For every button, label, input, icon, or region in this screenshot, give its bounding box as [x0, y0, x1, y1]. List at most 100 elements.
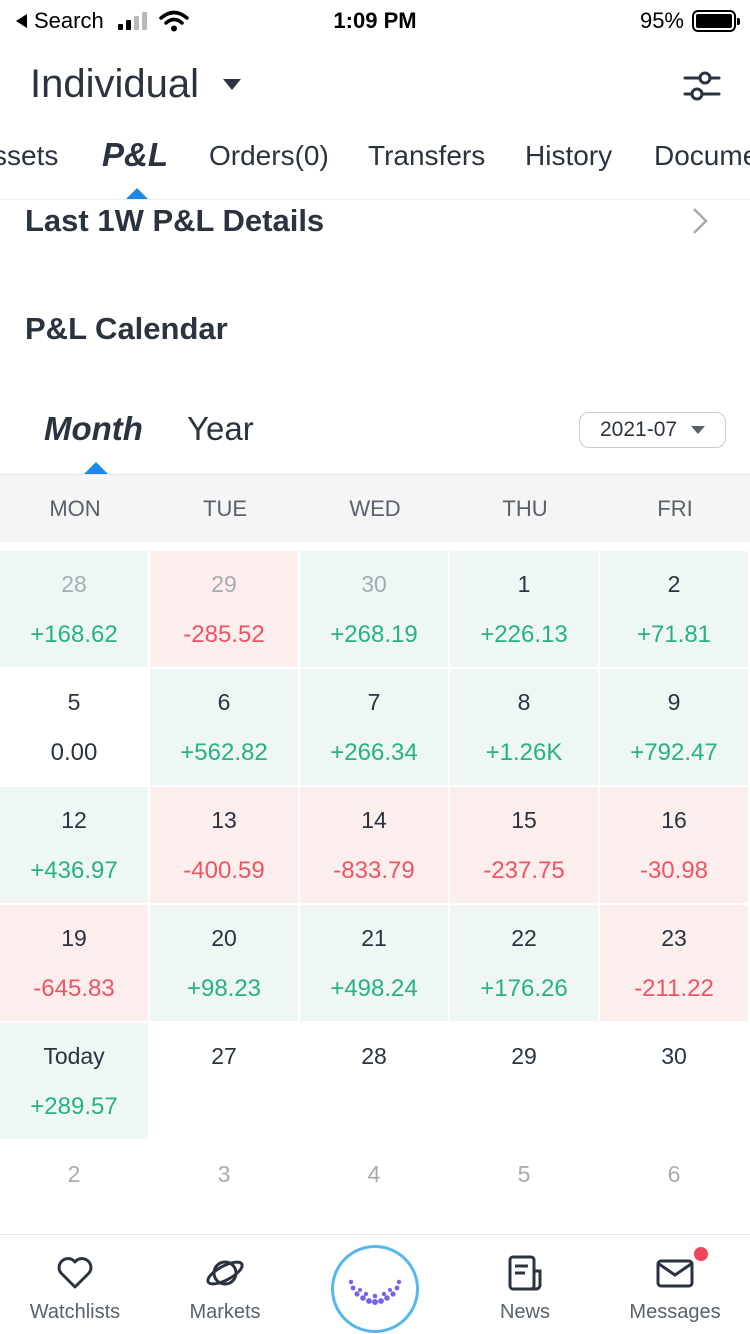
wifi-icon: [158, 10, 189, 32]
caret-down-icon: [223, 79, 242, 90]
calendar-week-row: Today +289.57 27 28 29 30: [0, 1023, 750, 1141]
day-number: 21: [361, 925, 387, 951]
day-pnl-value: -285.52: [183, 621, 265, 648]
tab-history[interactable]: History: [525, 140, 613, 171]
day-pnl-value: +562.82: [180, 739, 268, 766]
calendar-day-cell[interactable]: 16 -30.98: [600, 787, 750, 905]
back-label: Search: [34, 8, 104, 33]
planet-icon: [206, 1260, 244, 1286]
tab-assets[interactable]: ssets: [0, 140, 59, 171]
weekday-label: MON: [49, 496, 101, 521]
cellular-signal-icon: [117, 12, 147, 30]
calendar-day-cell[interactable]: 15 -237.75: [450, 787, 600, 905]
dropdown-arrow-icon: [691, 426, 706, 434]
pnl-details-link[interactable]: Last 1W P&L Details: [25, 203, 325, 238]
calendar-day-cell[interactable]: 6 +562.82: [150, 669, 300, 787]
account-selector[interactable]: Individual: [30, 62, 242, 107]
nav-markets[interactable]: Markets: [150, 1235, 300, 1334]
nav-news[interactable]: News: [450, 1235, 600, 1334]
settings-sliders-icon[interactable]: [682, 66, 722, 106]
calendar-day-cell[interactable]: 14 -833.79: [300, 787, 450, 905]
calendar-day-cell[interactable]: 22 +176.26: [450, 905, 600, 1023]
calendar-day-cell[interactable]: 27: [150, 1023, 300, 1141]
weekday-label: THU: [502, 496, 548, 521]
day-pnl-value: +289.57: [30, 1093, 118, 1120]
pnl-calendar-grid: 28 +168.62 29 -285.52 30 +268.19 1 +226.13 2 +71.…: [0, 551, 750, 1259]
calendar-day-cell[interactable]: 30: [600, 1023, 750, 1141]
month-dropdown[interactable]: 2021-07: [579, 412, 726, 448]
calendar-week-row: 5 0.00 6 +562.82 7 +266.34 8 +1.26K 9 +792.47: [0, 669, 750, 787]
back-to-search[interactable]: Search: [14, 8, 189, 34]
nav-label: Watchlists: [29, 1301, 121, 1323]
page-header: Individual: [0, 60, 750, 120]
calendar-week-row: 28 +168.62 29 -285.52 30 +268.19 1 +226.13 2 +71.…: [0, 551, 750, 669]
day-number: 29: [511, 1043, 537, 1069]
day-number: 5: [67, 689, 81, 715]
day-number: 23: [661, 925, 687, 951]
weekday-header: MON TUE WED THU FRI: [0, 474, 750, 542]
calendar-day-cell[interactable]: 28: [300, 1023, 450, 1141]
calendar-day-cell[interactable]: 29 -285.52: [150, 551, 300, 669]
clock: 1:09 PM: [333, 8, 417, 33]
period-tab-indicator: [84, 462, 108, 474]
calendar-day-cell[interactable]: 5 0.00: [0, 669, 150, 787]
calendar-day-cell[interactable]: 7 +266.34: [300, 669, 450, 787]
day-pnl-value: [300, 1092, 448, 1122]
day-number: 13: [211, 807, 237, 833]
calendar-day-cell[interactable]: 29: [450, 1023, 600, 1141]
home-logo-button[interactable]: [331, 1245, 419, 1333]
day-number: 19: [61, 925, 87, 951]
day-pnl-value: [600, 1092, 748, 1122]
calendar-day-cell[interactable]: 28 +168.62: [0, 551, 150, 669]
calendar-day-cell[interactable]: 13 -400.59: [150, 787, 300, 905]
day-number: 27: [211, 1043, 237, 1069]
tab-month[interactable]: Month: [44, 410, 143, 447]
day-pnl-value: -237.75: [483, 857, 565, 884]
calendar-day-cell[interactable]: Today +289.57: [0, 1023, 150, 1141]
nav-messages[interactable]: Messages: [600, 1235, 750, 1334]
calendar-day-cell[interactable]: 1 +226.13: [450, 551, 600, 669]
calendar-day-cell[interactable]: 19 -645.83: [0, 905, 150, 1023]
day-number: 2: [67, 1161, 81, 1187]
nav-watchlists[interactable]: Watchlists: [0, 1235, 150, 1334]
day-pnl-value: -211.22: [634, 975, 714, 1002]
day-pnl-value: +436.97: [30, 857, 118, 884]
calendar-day-cell[interactable]: 20 +98.23: [150, 905, 300, 1023]
calendar-day-cell[interactable]: 9 +792.47: [600, 669, 750, 787]
battery-percent: 95%: [639, 8, 684, 33]
calendar-day-cell[interactable]: 23 -211.22: [600, 905, 750, 1023]
day-number: 7: [367, 689, 381, 715]
tab-documents[interactable]: Docume: [654, 140, 750, 171]
calendar-day-cell[interactable]: 12 +436.97: [0, 787, 150, 905]
day-number: 14: [361, 807, 387, 833]
day-number: 3: [217, 1161, 231, 1187]
chevron-right-icon[interactable]: [692, 207, 708, 235]
tab-transfers[interactable]: Transfers: [368, 140, 486, 171]
day-pnl-value: +268.19: [330, 621, 418, 648]
calendar-day-cell[interactable]: 8 +1.26K: [450, 669, 600, 787]
day-number: 28: [361, 1043, 387, 1069]
day-number: 29: [211, 571, 237, 597]
account-name: Individual: [30, 62, 200, 106]
battery-icon: [692, 10, 740, 32]
day-pnl-value: +98.23: [186, 975, 262, 1002]
weekday-label: TUE: [203, 496, 247, 521]
nav-label: News: [499, 1301, 550, 1323]
calendar-day-cell[interactable]: 21 +498.24: [300, 905, 450, 1023]
active-tab-indicator: [126, 188, 148, 199]
calendar-day-cell[interactable]: 2 +71.81: [600, 551, 750, 669]
day-number: 1: [517, 571, 531, 597]
weekday-label: FRI: [657, 496, 693, 521]
month-value: 2021-07: [600, 418, 678, 441]
tab-year[interactable]: Year: [187, 410, 254, 447]
day-number: 30: [361, 571, 387, 597]
tab-orders[interactable]: Orders(0): [209, 140, 329, 171]
weekday-label: WED: [349, 496, 401, 521]
day-number: Today: [43, 1043, 105, 1069]
day-pnl-value: -30.98: [639, 857, 709, 884]
day-number: 12: [61, 807, 87, 833]
tab-pnl[interactable]: P&L: [102, 138, 168, 173]
day-number: 22: [511, 925, 537, 951]
day-pnl-value: +71.81: [636, 621, 712, 648]
calendar-day-cell[interactable]: 30 +268.19: [300, 551, 450, 669]
